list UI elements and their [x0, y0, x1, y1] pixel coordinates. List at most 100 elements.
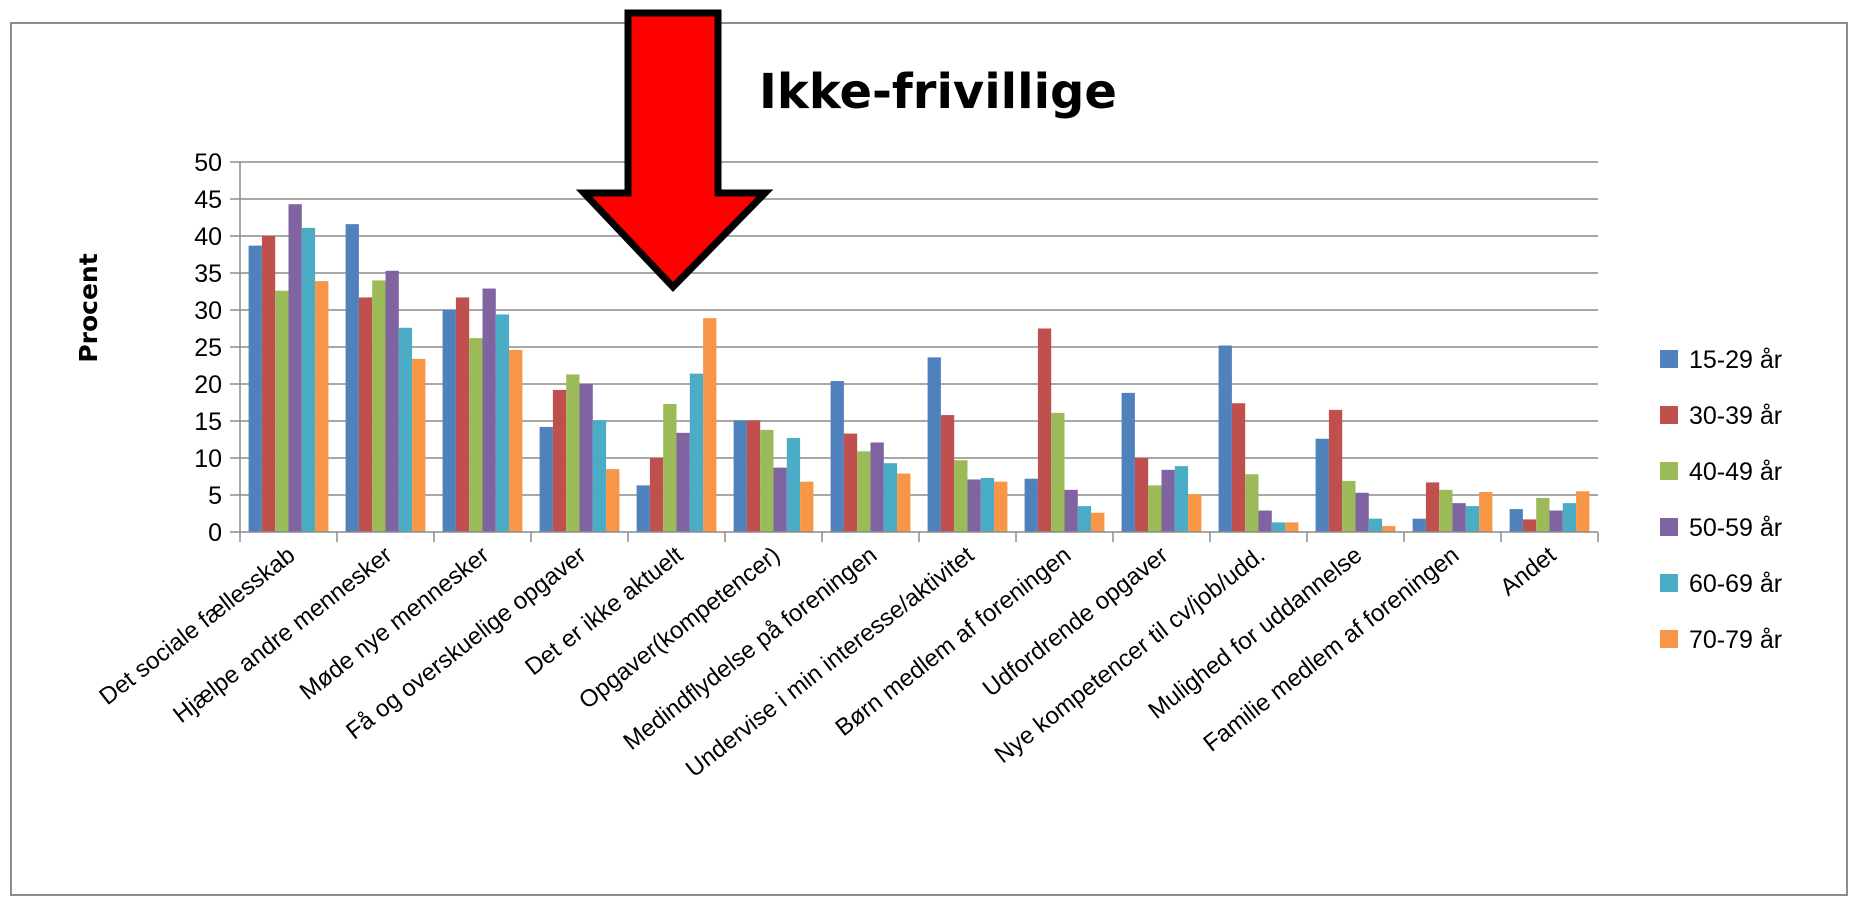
bar	[746, 420, 761, 532]
bar	[954, 460, 968, 532]
bar	[1522, 519, 1537, 532]
bar	[1134, 458, 1149, 532]
bar	[1439, 489, 1453, 532]
y-tick-label: 25	[194, 334, 222, 362]
bar	[1452, 503, 1466, 532]
bar	[703, 318, 717, 532]
bar	[1576, 491, 1590, 532]
legend-label: 70-79 år	[1689, 626, 1782, 654]
y-tick-label: 45	[194, 186, 222, 214]
bar	[1051, 412, 1065, 532]
bar	[1064, 489, 1078, 532]
y-tick-label: 5	[208, 482, 222, 510]
bar	[676, 432, 690, 532]
bar	[1328, 409, 1343, 532]
legend-label: 30-39 år	[1689, 402, 1782, 430]
bar	[1161, 469, 1175, 532]
y-tick-label: 0	[208, 519, 222, 547]
bar	[248, 245, 262, 532]
y-tick-label: 40	[194, 223, 222, 251]
bar	[592, 420, 607, 532]
bar	[315, 281, 329, 532]
bar	[1382, 526, 1396, 532]
bar	[1425, 482, 1440, 532]
bar	[345, 224, 359, 532]
bar	[1271, 522, 1286, 532]
bar	[482, 288, 496, 532]
bar	[261, 236, 276, 532]
x-tick-label: Andet	[1495, 541, 1561, 601]
x-tick-label: Det er ikke aktuelt	[520, 541, 688, 681]
bar	[606, 469, 620, 532]
bar	[1037, 328, 1052, 532]
bar	[980, 477, 995, 532]
bar	[786, 438, 801, 532]
bar	[733, 420, 747, 532]
bar	[1188, 494, 1202, 532]
bar	[843, 433, 858, 532]
bar	[539, 426, 553, 532]
legend-swatch	[1660, 574, 1678, 592]
bar	[689, 373, 704, 532]
bar	[455, 297, 470, 532]
x-tick-label: Udfordrende opgaver	[978, 541, 1173, 702]
y-tick-label: 20	[194, 371, 222, 399]
bar	[1245, 474, 1259, 532]
bar	[495, 314, 510, 532]
bar	[870, 442, 884, 532]
legend-swatch	[1660, 630, 1678, 648]
legend-swatch	[1660, 518, 1678, 536]
legend-label: 50-59 år	[1689, 514, 1782, 542]
bar	[1231, 403, 1246, 532]
bars	[248, 204, 1590, 533]
red-arrow-icon	[575, 9, 774, 293]
bar	[883, 463, 898, 532]
bar	[1509, 509, 1523, 532]
bar	[1355, 492, 1369, 532]
bar	[830, 381, 844, 532]
bar	[994, 481, 1008, 532]
bar	[552, 389, 567, 532]
bar	[358, 297, 373, 532]
y-tick-label: 50	[194, 149, 222, 177]
bar	[1091, 512, 1105, 532]
y-axis-label: Procent	[74, 253, 103, 362]
chart-title: Ikke-frivillige	[759, 64, 1117, 120]
bar	[857, 451, 871, 532]
legend-swatch	[1660, 406, 1678, 424]
bar	[1077, 506, 1092, 532]
y-tick-label: 10	[194, 445, 222, 473]
bar	[1536, 497, 1550, 532]
bar	[897, 473, 911, 532]
bar	[967, 479, 981, 532]
bar	[1174, 466, 1189, 532]
legend-label: 15-29 år	[1689, 346, 1782, 374]
bar	[1148, 485, 1162, 532]
bar	[442, 310, 456, 532]
bar	[1024, 478, 1038, 532]
y-tick-label: 35	[194, 260, 222, 288]
bar	[1121, 392, 1135, 532]
bar	[1218, 345, 1232, 532]
legend-label: 40-49 år	[1689, 458, 1782, 486]
bar	[663, 403, 677, 532]
bar	[773, 467, 787, 532]
bar	[649, 458, 664, 532]
bar	[509, 349, 523, 532]
bar	[412, 358, 426, 532]
y-tick-label: 30	[194, 297, 222, 325]
bar	[1479, 492, 1493, 532]
bar	[288, 204, 302, 532]
legend-swatch	[1660, 462, 1678, 480]
bar	[636, 485, 650, 532]
bar	[1368, 518, 1383, 532]
bar	[1549, 510, 1563, 532]
legend-label: 60-69 år	[1689, 570, 1782, 598]
bar	[301, 227, 316, 533]
bar	[398, 327, 413, 532]
bar	[385, 270, 399, 532]
bar	[566, 374, 580, 532]
bar	[469, 338, 483, 532]
